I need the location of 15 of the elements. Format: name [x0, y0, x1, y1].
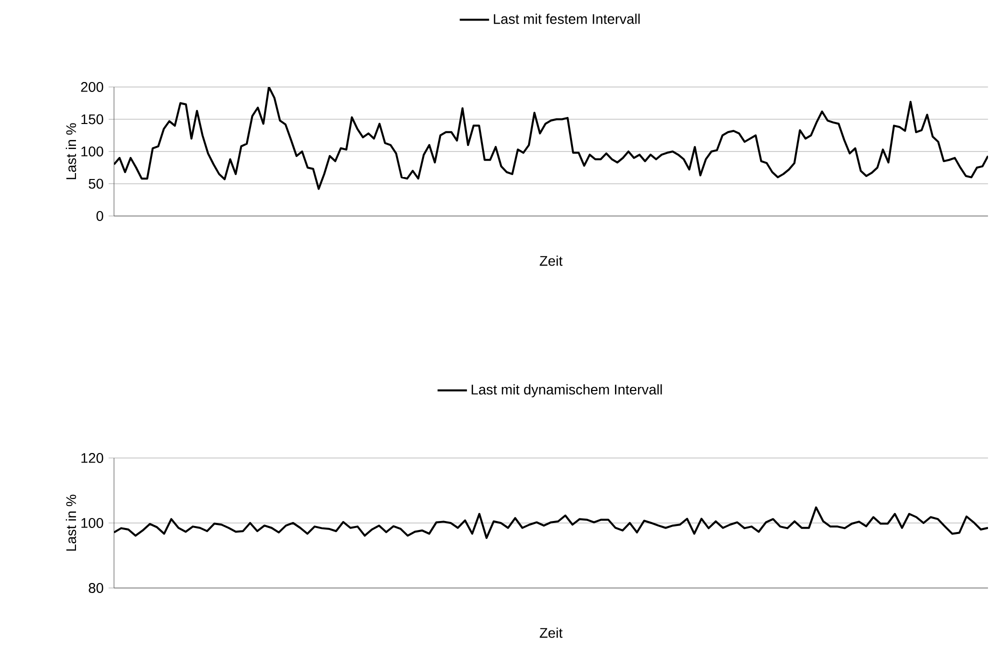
y-axis-title: Last in % [66, 123, 76, 180]
y-tick-label: 100 [81, 146, 104, 156]
y-tick-label: 0 [96, 211, 104, 221]
y-tick-label: 80 [88, 583, 104, 593]
legend-label: Last mit festem Intervall [494, 14, 640, 24]
y-axis-title: Last in % [66, 494, 76, 551]
x-axis-title: Zeit [540, 628, 563, 638]
legend-label: Last mit dynamischem Intervall [472, 384, 662, 398]
y-tick-label: 120 [81, 453, 104, 463]
y-tick-label: 200 [81, 82, 104, 92]
y-tick-label: 50 [88, 178, 104, 189]
y-tick-label: 150 [81, 114, 104, 124]
y-tick-label: 100 [81, 518, 104, 528]
x-axis-title: Zeit [540, 256, 563, 266]
line-series [114, 506, 988, 539]
